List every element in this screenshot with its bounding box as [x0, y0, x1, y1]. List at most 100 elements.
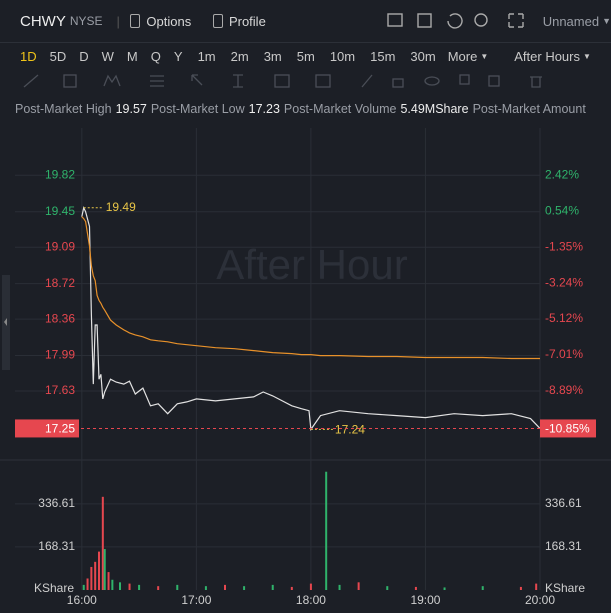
volume-bar: [309, 583, 312, 590]
current-price: 17.25: [45, 422, 75, 436]
period-button[interactable]: 2m: [230, 48, 249, 64]
session[interactable]: After Hours: [514, 48, 580, 64]
volume-bar: [107, 572, 110, 590]
stat-value: 5.49MShare: [400, 102, 469, 116]
period-button[interactable]: 5m: [296, 48, 315, 64]
period-button[interactable]: D: [79, 48, 89, 64]
volume-bar: [519, 586, 522, 590]
chart-bg: [0, 128, 611, 613]
period-button[interactable]: 1m: [197, 48, 216, 64]
period-button[interactable]: 5D: [49, 48, 67, 64]
period-button[interactable]: 1D: [20, 48, 37, 64]
profile-icon[interactable]: [213, 14, 223, 28]
volume-tick-label: 168.31: [38, 539, 75, 553]
y2-tick-label: 2.42%: [545, 167, 579, 181]
volume-bar: [111, 579, 114, 590]
volume-bar: [157, 586, 160, 590]
more[interactable]: More: [447, 48, 478, 64]
volume-bar: [98, 551, 100, 590]
volume-bar: [224, 584, 226, 590]
volume-unit-right: KShare: [545, 581, 585, 595]
stat-value: 17.23: [248, 102, 280, 116]
volume-bar: [101, 496, 104, 590]
drawing-tools: [23, 74, 542, 88]
high-label: 19.49: [106, 200, 136, 214]
stat-label: Post-Market Amount: [472, 102, 586, 116]
y-tick-label: 18.36: [45, 311, 75, 325]
price-line: [81, 205, 541, 432]
volume-bar: [176, 584, 179, 590]
volume-bar: [481, 586, 484, 590]
exchange: NYSE: [69, 14, 103, 28]
period-button[interactable]: 15m: [370, 48, 396, 64]
volume-bar: [119, 582, 121, 590]
volume-tick-label-right: 168.31: [545, 539, 582, 553]
volume-bar: [103, 549, 106, 590]
y-tick-label: 18.72: [45, 276, 75, 290]
x-tick-label: 20:00: [525, 593, 555, 607]
volume-bar: [357, 582, 360, 590]
low-label: 17.24: [335, 423, 365, 437]
period-button[interactable]: 30m: [410, 48, 436, 64]
top-bar: CHWY NYSE | Options Profile Unnamed ▼: [0, 0, 611, 43]
period-button[interactable]: M: [126, 48, 138, 64]
y-tick-label: 17.63: [45, 383, 75, 397]
volume-bar: [386, 586, 389, 590]
y2-tick-label: -5.12%: [545, 311, 583, 325]
x-tick-label: 19:00: [410, 593, 440, 607]
options[interactable]: Options: [146, 13, 192, 29]
volume-unit: KShare: [34, 581, 74, 595]
profile[interactable]: Profile: [228, 13, 266, 29]
toolbar-icons[interactable]: [386, 11, 533, 31]
y2-tick-label: -3.24%: [545, 275, 583, 289]
change-box: [540, 419, 596, 438]
period-bar: 1D 5D D W M Q Y 1m 2m 3m 5m 10m 15m 30m More ▼ After H…: [20, 48, 591, 64]
volume-bar: [94, 561, 97, 590]
stat-label: Post-Market High: [15, 102, 112, 116]
volume-bar: [86, 578, 89, 590]
volume-bar: [128, 583, 131, 590]
y2-tick-label: -7.01%: [545, 347, 583, 361]
stats-bar: Post-Market High 19.57 Post-Market Low 17.2…: [0, 100, 611, 118]
watermark: After Hour: [216, 241, 407, 288]
volume-bar: [535, 583, 538, 590]
volume-bar: [204, 586, 207, 590]
average-line: [81, 216, 540, 360]
period-button[interactable]: Q: [150, 48, 161, 64]
options-icon[interactable]: [129, 14, 141, 28]
x-tick-label: 16:00: [67, 593, 97, 607]
x-tick-label: 18:00: [296, 593, 326, 607]
volume-tick-label: 336.61: [38, 496, 75, 510]
period-button[interactable]: W: [101, 48, 114, 64]
layout-name[interactable]: Unnamed: [542, 13, 600, 29]
volume-bar: [243, 586, 246, 590]
volume-bar: [90, 566, 93, 590]
y-tick-label: 19.82: [45, 167, 75, 181]
stat-label: Post-Market Low: [150, 102, 245, 116]
current-price-box: [15, 419, 79, 438]
y-tick-label: 19.09: [45, 239, 75, 253]
y2-tick-label: 0.54%: [545, 203, 579, 217]
period-button[interactable]: 10m: [329, 48, 356, 64]
stat-label: Post-Market Volume: [283, 102, 397, 116]
volume-bar: [338, 584, 341, 590]
volume-bar: [414, 586, 417, 590]
y2-tick-label: -8.89%: [545, 383, 583, 397]
change-label: -10.85%: [545, 422, 590, 436]
volume-bar: [138, 584, 141, 590]
y-tick-label: 19.45: [45, 204, 75, 218]
symbol[interactable]: CHWY: [20, 12, 66, 30]
stat-value: 19.57: [115, 102, 147, 116]
volume-bar: [290, 586, 293, 590]
period-button[interactable]: Y: [173, 48, 183, 64]
y-tick-label: 17.99: [45, 348, 75, 362]
volume-bar: [325, 471, 328, 590]
y2-tick-label: -1.35%: [545, 239, 583, 253]
volume-bar: [443, 587, 446, 590]
volume-bar: [82, 584, 85, 590]
x-tick-label: 17:00: [181, 593, 211, 607]
period-button[interactable]: 3m: [263, 48, 282, 64]
volume-tick-label-right: 336.61: [545, 496, 582, 510]
